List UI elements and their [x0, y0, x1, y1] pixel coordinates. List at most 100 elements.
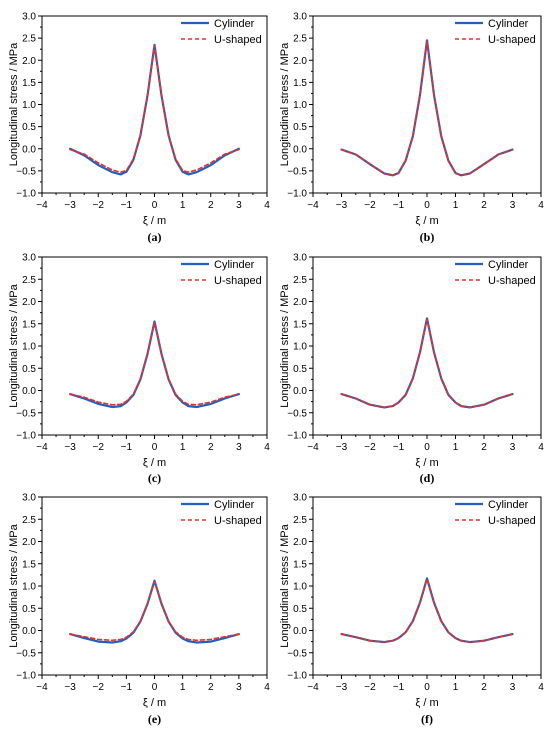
y-axis-label: Longitudinal stress / MPa — [279, 283, 291, 407]
subplot-caption: (a) — [148, 230, 162, 244]
series-line-cylinder — [340, 317, 514, 409]
subplot-caption: (e) — [148, 712, 161, 726]
y-tick-label: 0.0 — [293, 386, 307, 397]
x-tick-label: −2 — [93, 200, 105, 211]
y-tick-label: 2.5 — [22, 34, 36, 45]
legend-label-cylinder: Cylinder — [214, 259, 255, 271]
x-tick-label: −2 — [93, 442, 105, 453]
x-tick-label: 4 — [538, 442, 544, 453]
y-tick-label: 0.5 — [22, 122, 36, 133]
y-tick-label: 3.0 — [22, 12, 36, 23]
y-tick-label: −0.5 — [287, 408, 307, 419]
y-tick-label: 0.5 — [293, 364, 307, 375]
y-tick-label: 2.0 — [22, 56, 36, 67]
y-tick-label: 1.5 — [22, 559, 36, 570]
x-tick-label: 1 — [453, 200, 459, 211]
x-tick-label: 2 — [481, 682, 487, 693]
x-axis-label: ξ / m — [143, 215, 166, 227]
y-tick-label: 1.5 — [22, 78, 36, 89]
x-tick-label: 4 — [538, 682, 544, 693]
y-tick-label: −1.0 — [16, 431, 36, 442]
x-tick-label: 4 — [538, 200, 544, 211]
x-tick-label: 3 — [236, 200, 242, 211]
legend-label-u-shaped: U-shaped — [214, 275, 262, 287]
series-line-cylinder — [340, 577, 514, 644]
subplot-d: −4 −3 −2 −1 0 1 2 3 4 −1.0 −0.5 0.0 0.5 1.0 1.5 2.0 2.5 3… — [279, 253, 544, 486]
x-tick-label: −3 — [64, 200, 76, 211]
x-tick-label: 3 — [510, 200, 516, 211]
subplot-b: −4 −3 −2 −1 0 1 2 3 4 −1.0 −0.5 0.0 0.5 1.0 1.5 2.0 2.5 3… — [279, 12, 544, 245]
y-tick-label: −0.5 — [16, 648, 36, 659]
legend-label-u-shaped: U-shaped — [214, 515, 262, 527]
y-tick-label: 1.0 — [293, 582, 307, 593]
legend-label-u-shaped: U-shaped — [488, 515, 536, 527]
legend-label-u-shaped: U-shaped — [214, 34, 262, 46]
y-tick-label: 0.0 — [22, 144, 36, 155]
subplot-caption: (d) — [420, 471, 435, 485]
x-tick-label: −3 — [336, 200, 348, 211]
x-tick-label: 2 — [481, 442, 487, 453]
x-tick-label: 4 — [264, 442, 270, 453]
y-tick-label: 2.5 — [293, 34, 307, 45]
y-tick-label: −0.5 — [16, 166, 36, 177]
legend-label-u-shaped: U-shaped — [488, 275, 536, 287]
y-tick-label: 2.0 — [22, 537, 36, 548]
y-tick-label: −0.5 — [287, 166, 307, 177]
y-tick-label: 1.0 — [293, 342, 307, 353]
legend-label-cylinder: Cylinder — [488, 18, 529, 30]
x-tick-label: 3 — [236, 682, 242, 693]
x-tick-label: 1 — [453, 442, 459, 453]
y-tick-label: 0.5 — [22, 364, 36, 375]
y-tick-label: −0.5 — [287, 648, 307, 659]
series-line-cylinder — [68, 320, 240, 409]
series-line-u-shaped — [340, 578, 514, 643]
y-tick-label: 1.0 — [293, 100, 307, 111]
x-tick-label: −1 — [121, 200, 133, 211]
x-axis-label: ξ / m — [415, 697, 438, 709]
y-tick-label: 1.0 — [22, 100, 36, 111]
x-tick-label: 2 — [208, 200, 214, 211]
y-tick-label: 2.0 — [293, 56, 307, 67]
subplot-a: −4 −3 −2 −1 0 1 2 3 4 −1.0 −0.5 0.0 0.5 1.0 1.5 2.0 2.5 3… — [8, 12, 270, 245]
x-tick-label: 3 — [510, 682, 516, 693]
x-tick-label: −4 — [36, 200, 48, 211]
y-tick-label: −1.0 — [16, 671, 36, 682]
series-line-u-shaped — [340, 40, 514, 177]
series-line-u-shaped — [69, 44, 240, 173]
legend-label-u-shaped: U-shaped — [488, 34, 536, 46]
x-tick-label: −1 — [393, 682, 405, 693]
x-tick-label: 0 — [424, 200, 430, 211]
y-tick-label: 2.0 — [293, 297, 307, 308]
legend-label-cylinder: Cylinder — [488, 259, 529, 271]
y-tick-label: 1.5 — [293, 559, 307, 570]
y-tick-label: 2.0 — [293, 537, 307, 548]
legend-label-cylinder: Cylinder — [488, 499, 529, 511]
x-tick-label: 0 — [152, 682, 158, 693]
y-tick-label: −0.5 — [16, 408, 36, 419]
y-tick-label: 2.5 — [22, 275, 36, 286]
x-tick-label: −3 — [64, 682, 76, 693]
subplot-caption: (f) — [421, 712, 433, 726]
y-tick-label: 2.0 — [22, 297, 36, 308]
y-tick-label: 3.0 — [22, 493, 36, 504]
x-tick-label: 2 — [481, 200, 487, 211]
x-axis-label: ξ / m — [415, 457, 438, 469]
x-tick-label: −3 — [64, 442, 76, 453]
x-tick-label: −2 — [364, 682, 376, 693]
y-tick-label: 3.0 — [293, 12, 307, 23]
y-tick-label: 0.0 — [293, 144, 307, 155]
y-tick-label: 0.0 — [22, 386, 36, 397]
series-line-cylinder — [340, 39, 514, 177]
y-tick-label: 0.5 — [22, 604, 36, 615]
y-tick-label: 1.5 — [293, 78, 307, 89]
series-line-u-shaped — [69, 580, 240, 642]
x-tick-label: 2 — [208, 682, 214, 693]
y-tick-label: 1.5 — [293, 319, 307, 330]
y-tick-label: 3.0 — [293, 493, 307, 504]
y-tick-label: 1.5 — [22, 319, 36, 330]
y-tick-label: 1.0 — [22, 582, 36, 593]
subplot-e: −4 −3 −2 −1 0 1 2 3 4 −1.0 −0.5 0.0 0.5 1.0 1.5 2.0 2.5 3… — [8, 493, 270, 727]
x-tick-label: −4 — [36, 442, 48, 453]
y-tick-label: 1.0 — [22, 342, 36, 353]
